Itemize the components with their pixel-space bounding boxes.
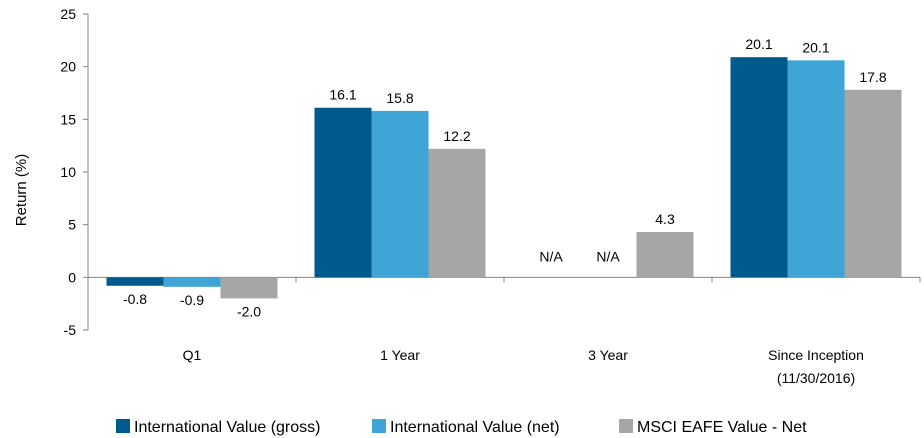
axes: -5 0 5 10 15 20 25 bbox=[60, 6, 921, 338]
data-label: 17.8 bbox=[859, 69, 886, 85]
legend: International Value (gross) International… bbox=[116, 419, 807, 436]
data-label: -0.8 bbox=[123, 291, 147, 307]
x-tick-label: 1 Year bbox=[380, 347, 420, 363]
data-label: N/A bbox=[539, 248, 563, 264]
data-labels: -0.8 -0.9 -2.0 16.1 15.8 12.2 N/A N/A 4.3 20.1 20.… bbox=[123, 36, 887, 319]
legend-label: International Value (net) bbox=[390, 419, 560, 436]
y-tick-label: 15 bbox=[60, 111, 76, 127]
data-label: 15.8 bbox=[386, 90, 413, 106]
legend-swatch bbox=[372, 419, 386, 433]
x-tick-label: Q1 bbox=[183, 347, 202, 363]
bar bbox=[220, 277, 278, 299]
y-tick-label: -5 bbox=[64, 322, 77, 338]
data-label: -0.9 bbox=[180, 292, 204, 308]
y-tick-label: 5 bbox=[68, 217, 76, 233]
x-tick-labels: Q1 1 Year 3 Year Since Inception (11/30/2016… bbox=[183, 347, 864, 386]
x-tick-label: Since Inception bbox=[768, 347, 864, 363]
data-label: 20.1 bbox=[802, 39, 829, 55]
bar bbox=[636, 232, 694, 278]
legend-swatch bbox=[116, 419, 130, 433]
data-label: 12.2 bbox=[443, 128, 470, 144]
y-tick-label: 0 bbox=[68, 269, 76, 285]
data-label: N/A bbox=[596, 248, 620, 264]
legend-swatch bbox=[619, 419, 633, 433]
bar bbox=[314, 107, 372, 278]
bars bbox=[106, 57, 902, 299]
data-label: 20.1 bbox=[745, 36, 772, 52]
bar bbox=[428, 148, 486, 278]
y-axis-label: Return (%) bbox=[13, 154, 30, 227]
bar bbox=[787, 60, 845, 278]
legend-label: International Value (gross) bbox=[134, 419, 320, 436]
y-tick-label: 25 bbox=[60, 6, 76, 22]
bar bbox=[730, 57, 788, 278]
y-tick-label: 10 bbox=[60, 164, 76, 180]
x-tick-label: (11/30/2016) bbox=[777, 370, 855, 386]
x-tick-label: 3 Year bbox=[588, 347, 628, 363]
data-label: 16.1 bbox=[329, 87, 356, 103]
y-tick-label: 20 bbox=[60, 59, 76, 75]
data-label: -2.0 bbox=[237, 303, 261, 319]
legend-label: MSCI EAFE Value - Net bbox=[637, 419, 807, 436]
bar bbox=[163, 277, 221, 287]
data-label: 4.3 bbox=[655, 211, 675, 227]
bar bbox=[106, 277, 164, 286]
bar bbox=[844, 89, 902, 278]
bar bbox=[371, 110, 429, 278]
